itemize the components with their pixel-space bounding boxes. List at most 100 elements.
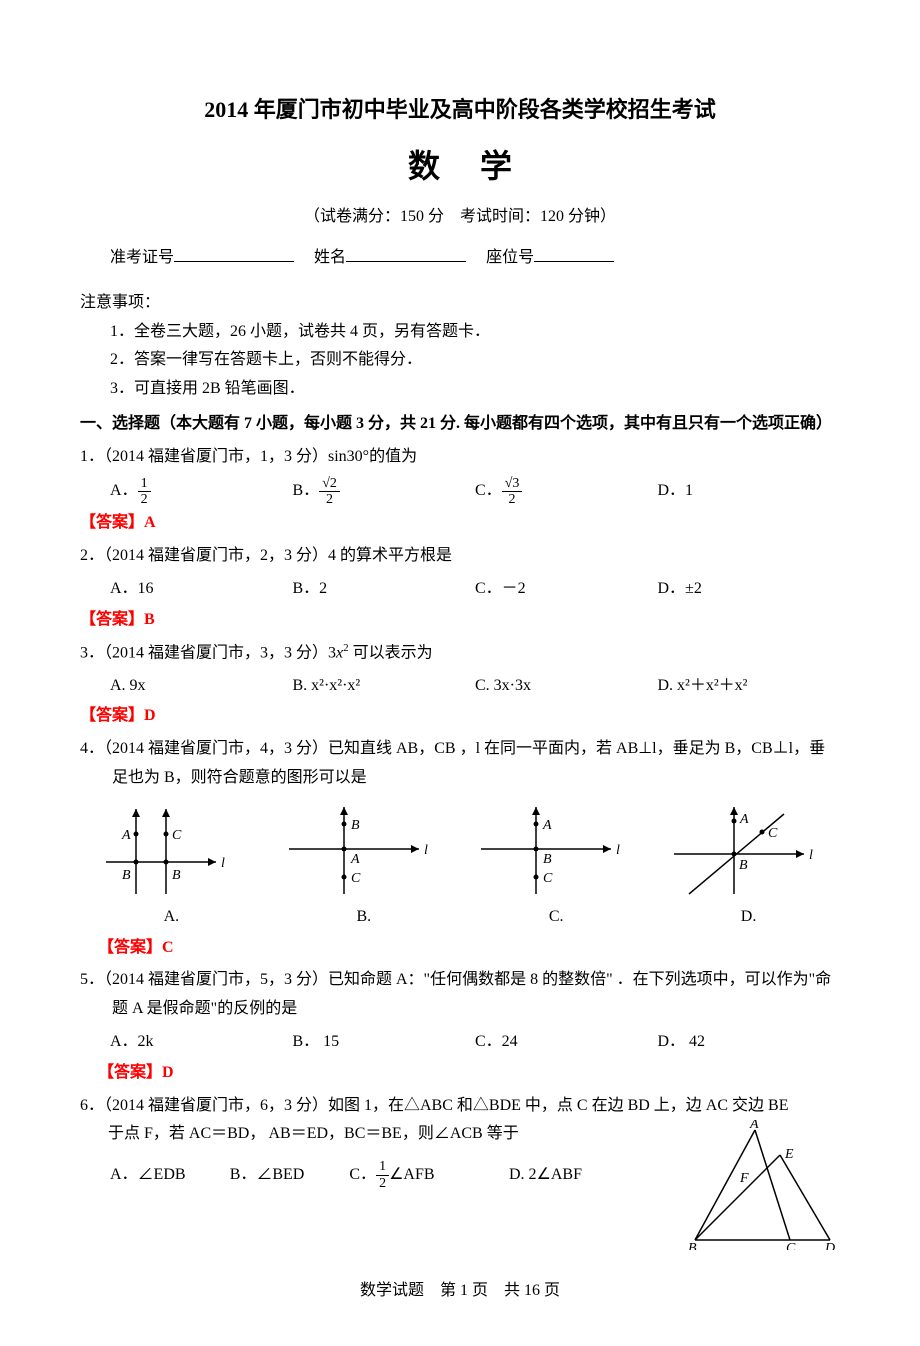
q1-opt-b-frac: √22 xyxy=(319,476,340,508)
svg-text:A: A xyxy=(542,818,552,833)
q3-stem: 3．（2014 福建省厦门市，3，3 分）3x2 可以表示为 xyxy=(112,639,840,668)
q4-opt-a-label: A. xyxy=(90,903,253,932)
question-5: 5．（2014 福建省厦门市，5，3 分）已知命题 A："任何偶数都是 8 的整… xyxy=(80,966,840,1056)
q1-options: A． 12 B． √22 C． √32 D．1 xyxy=(80,476,840,508)
q1-opt-a-frac: 12 xyxy=(138,476,151,508)
q4-opt-d-label: D. xyxy=(667,903,830,932)
q4-diagram-a-icon: A C B B l xyxy=(106,799,236,899)
id-blank[interactable] xyxy=(174,244,294,262)
q5-opt-d[interactable]: D． 42 xyxy=(658,1028,841,1057)
q4-opt-d[interactable]: A C B l D. xyxy=(667,799,830,932)
q3-opt-a[interactable]: A. 9x xyxy=(110,672,293,701)
svg-text:B: B xyxy=(543,852,552,867)
q4-diagram-d-icon: A C B l xyxy=(674,799,824,899)
svg-text:C: C xyxy=(172,828,182,843)
svg-text:B: B xyxy=(688,1241,697,1250)
q2-opt-b[interactable]: B．2 xyxy=(293,575,476,604)
q5-stem: 5．（2014 福建省厦门市，5，3 分）已知命题 A："任何偶数都是 8 的整… xyxy=(112,966,840,1024)
q6-opt-a[interactable]: A．∠EDB xyxy=(110,1159,230,1191)
svg-text:B: B xyxy=(739,858,748,873)
svg-text:D: D xyxy=(824,1241,835,1250)
q3-opt-d[interactable]: D. x²＋x²＋x² xyxy=(658,672,841,701)
question-3: 3．（2014 福建省厦门市，3，3 分）3x2 可以表示为 A. 9x B. … xyxy=(80,639,840,701)
q6-triangle-icon: A E F B C D xyxy=(680,1120,840,1250)
q1-opt-c[interactable]: C． √32 xyxy=(475,476,658,508)
question-2: 2．（2014 福建省厦门市，2，3 分）4 的算术平方根是 A．16 B．2 … xyxy=(80,542,840,604)
svg-text:F: F xyxy=(739,1171,749,1186)
q3-opt-c[interactable]: C. 3x·3x xyxy=(475,672,658,701)
q5-options: A．2k B． 15 C．24 D． 42 xyxy=(80,1028,840,1057)
q6-opt-c[interactable]: C． 12 ∠AFB xyxy=(349,1159,509,1191)
svg-text:B: B xyxy=(172,868,181,883)
q4-stem: 4．（2014 福建省厦门市，4，3 分）已知直线 AB，CB ，l 在同一平面… xyxy=(112,735,840,793)
q4-diagrams: A C B B l A. B A C l B. xyxy=(80,799,840,932)
q6-stem: 6．（2014 福建省厦门市，6，3 分）如图 1，在△ABC 和△BDE 中，… xyxy=(112,1092,840,1121)
q5-opt-c[interactable]: C．24 xyxy=(475,1028,658,1057)
q5-opt-a[interactable]: A．2k xyxy=(110,1028,293,1057)
main-title: 2014 年厦门市初中毕业及高中阶段各类学校招生考试 xyxy=(80,90,840,130)
q2-opt-d[interactable]: D．±2 xyxy=(658,575,841,604)
q6-opt-b[interactable]: B．∠BED xyxy=(230,1159,350,1191)
q1-opt-c-frac: √32 xyxy=(502,476,523,508)
id-line: 准考证号 姓名 座位号 xyxy=(80,244,840,273)
svg-text:B: B xyxy=(122,868,131,883)
subject-title: 数学 xyxy=(80,138,840,196)
q6-figure: A E F B C D xyxy=(680,1120,840,1261)
notice-item-2: 2．答案一律写在答题卡上，否则不能得分． xyxy=(80,346,840,375)
notice-title: 注意事项： xyxy=(80,289,840,318)
svg-text:l: l xyxy=(616,843,620,858)
svg-text:C: C xyxy=(786,1241,796,1250)
q4-opt-b[interactable]: B A C l B. xyxy=(282,799,445,932)
svg-text:B: B xyxy=(351,818,360,833)
svg-text:l: l xyxy=(221,856,225,871)
page-footer: 数学试题 第 1 页 共 16 页 xyxy=(80,1277,840,1306)
q2-opt-a[interactable]: A．16 xyxy=(110,575,293,604)
q1-opt-b-label: B． xyxy=(293,477,320,506)
q1-answer: 【答案】A xyxy=(80,509,840,538)
q6-opt-d[interactable]: D. 2∠ABF xyxy=(509,1159,652,1191)
q4-opt-b-label: B. xyxy=(282,903,445,932)
svg-text:C: C xyxy=(768,826,778,841)
q3-options: A. 9x B. x²·x²·x² C. 3x·3x D. x²＋x²＋x² xyxy=(80,672,840,701)
q4-opt-a[interactable]: A C B B l A. xyxy=(90,799,253,932)
q6-opt-c-frac: 12 xyxy=(376,1159,389,1191)
q1-opt-d[interactable]: D．1 xyxy=(658,476,841,508)
q4-opt-c[interactable]: A B C l C. xyxy=(475,799,638,932)
svg-text:A: A xyxy=(739,812,749,827)
q4-answer: 【答案】C xyxy=(80,934,840,963)
svg-text:A: A xyxy=(121,828,131,843)
q4-diagram-c-icon: A B C l xyxy=(481,799,631,899)
q5-answer: 【答案】D xyxy=(80,1059,840,1088)
seat-label: 座位号 xyxy=(486,249,534,266)
seat-blank[interactable] xyxy=(534,244,614,262)
q1-opt-c-label: C． xyxy=(475,477,502,506)
question-1: 1．（2014 福建省厦门市，1，3 分）sin30°的值为 A． 12 B． … xyxy=(80,443,840,508)
q2-stem: 2．（2014 福建省厦门市，2，3 分）4 的算术平方根是 xyxy=(112,542,840,571)
svg-text:C: C xyxy=(351,871,361,886)
svg-text:C: C xyxy=(543,871,553,886)
q1-stem: 1．（2014 福建省厦门市，1，3 分）sin30°的值为 xyxy=(112,443,840,472)
svg-text:E: E xyxy=(784,1147,794,1162)
name-label: 姓名 xyxy=(314,249,346,266)
name-blank[interactable] xyxy=(346,244,466,262)
q6-opt-c-label: C． xyxy=(349,1161,376,1190)
q1-opt-d-label: D．1 xyxy=(658,477,694,506)
svg-text:l: l xyxy=(424,843,428,858)
notice-item-1: 1．全卷三大题，26 小题，试卷共 4 页，另有答题卡． xyxy=(80,318,840,347)
q1-opt-a[interactable]: A． 12 xyxy=(110,476,293,508)
svg-text:A: A xyxy=(749,1120,759,1132)
q5-opt-b[interactable]: B． 15 xyxy=(293,1028,476,1057)
q6-opt-c-post: ∠AFB xyxy=(389,1161,434,1190)
notice-item-3: 3．可直接用 2B 铅笔画图． xyxy=(80,375,840,404)
q6-options: A．∠EDB B．∠BED C． 12 ∠AFB D. 2∠ABF xyxy=(80,1159,680,1191)
q2-opt-c[interactable]: C．－2 xyxy=(475,575,658,604)
q4-opt-c-label: C. xyxy=(475,903,638,932)
question-6: 6．（2014 福建省厦门市，6，3 分）如图 1，在△ABC 和△BDE 中，… xyxy=(80,1092,840,1262)
q3-answer: 【答案】D xyxy=(80,702,840,731)
q3-opt-b[interactable]: B. x²·x²·x² xyxy=(293,672,476,701)
svg-text:A: A xyxy=(350,852,360,867)
q6-stem2: 于点 F，若 AC＝BD， AB＝ED，BC＝BE，则∠ACB 等于 xyxy=(80,1120,680,1149)
exam-info: （试卷满分：150 分 考试时间：120 分钟） xyxy=(80,203,840,232)
section-1-title: 一、选择题（本大题有 7 小题，每小题 3 分，共 21 分. 每小题都有四个选… xyxy=(112,410,840,439)
q1-opt-b[interactable]: B． √22 xyxy=(293,476,476,508)
